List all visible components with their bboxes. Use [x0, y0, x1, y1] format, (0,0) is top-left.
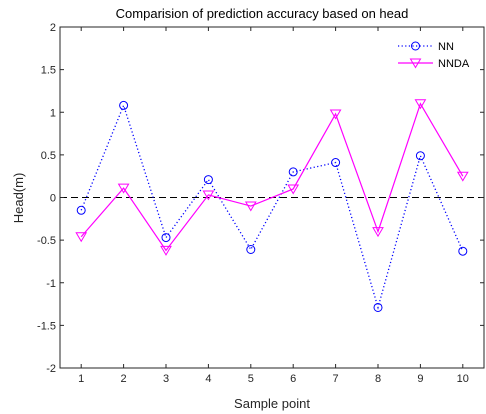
data-point-nn	[76, 205, 86, 215]
data-point-nnda	[414, 99, 427, 110]
legend: NN NNDA	[390, 33, 480, 73]
x-tick-label: 2	[121, 373, 127, 385]
series-line-nnda	[80, 102, 464, 252]
axis-ticks-group: 1 2 3 4 5 6 7 8 9 10 -2 -1.5 -1 -0.5 0 0.5 1 1.5 2	[37, 22, 484, 385]
legend-box	[390, 33, 480, 73]
series-line-nn	[80, 103, 464, 310]
legend-label-nn: NN	[438, 41, 454, 53]
data-point-nn	[373, 302, 383, 312]
y-tick-label: 2	[50, 22, 56, 34]
data-point-nnda	[372, 227, 384, 238]
x-tick-label: 4	[205, 373, 211, 385]
data-point-nn	[288, 167, 298, 177]
x-tick-label: 5	[248, 373, 254, 385]
data-point-nn	[458, 246, 468, 256]
x-axis-title: Sample point	[234, 396, 310, 411]
legend-marker-nn	[411, 41, 420, 51]
data-point-nnda	[287, 184, 300, 195]
y-tick-label: 0.5	[41, 150, 56, 162]
y-tick-label: 1	[50, 107, 56, 119]
y-tick-label: 0	[50, 193, 56, 205]
x-tick-label: 8	[375, 373, 381, 385]
data-point-nnda	[117, 183, 130, 194]
data-point-nn	[161, 233, 171, 243]
y-axis-title: Head(m)	[11, 173, 26, 224]
legend-symbol-nnda	[409, 58, 422, 69]
data-point-nnda	[329, 109, 342, 120]
data-point-nn	[119, 100, 129, 110]
legend-label-nnda: NNDA	[438, 58, 470, 70]
x-tick-label: 6	[290, 373, 296, 385]
y-tick-label: -1	[46, 278, 56, 290]
data-point-nn	[246, 245, 256, 255]
data-point-nn	[203, 175, 213, 185]
chart-title: Comparision of prediction accuracy based…	[116, 6, 409, 21]
y-tick-label: -2	[46, 363, 56, 375]
data-point-nnda	[202, 190, 215, 201]
legend-symbol-nn	[411, 41, 420, 51]
data-point-nn	[331, 158, 341, 168]
data-point-nnda	[456, 171, 469, 182]
series-group	[75, 99, 469, 312]
x-tick-label: 3	[163, 373, 169, 385]
data-point-nnda	[75, 232, 88, 243]
y-tick-label: 1.5	[41, 65, 56, 77]
data-point-nnda	[244, 201, 257, 212]
x-tick-label: 10	[457, 373, 469, 385]
y-tick-label: -0.5	[37, 235, 56, 247]
data-point-nnda	[160, 245, 172, 256]
y-tick-label: -1.5	[37, 320, 56, 332]
x-tick-label: 9	[417, 373, 423, 385]
legend-marker-nnda	[409, 58, 422, 69]
data-point-nn	[415, 151, 425, 161]
x-tick-label: 7	[333, 373, 339, 385]
x-tick-label: 1	[78, 373, 84, 385]
